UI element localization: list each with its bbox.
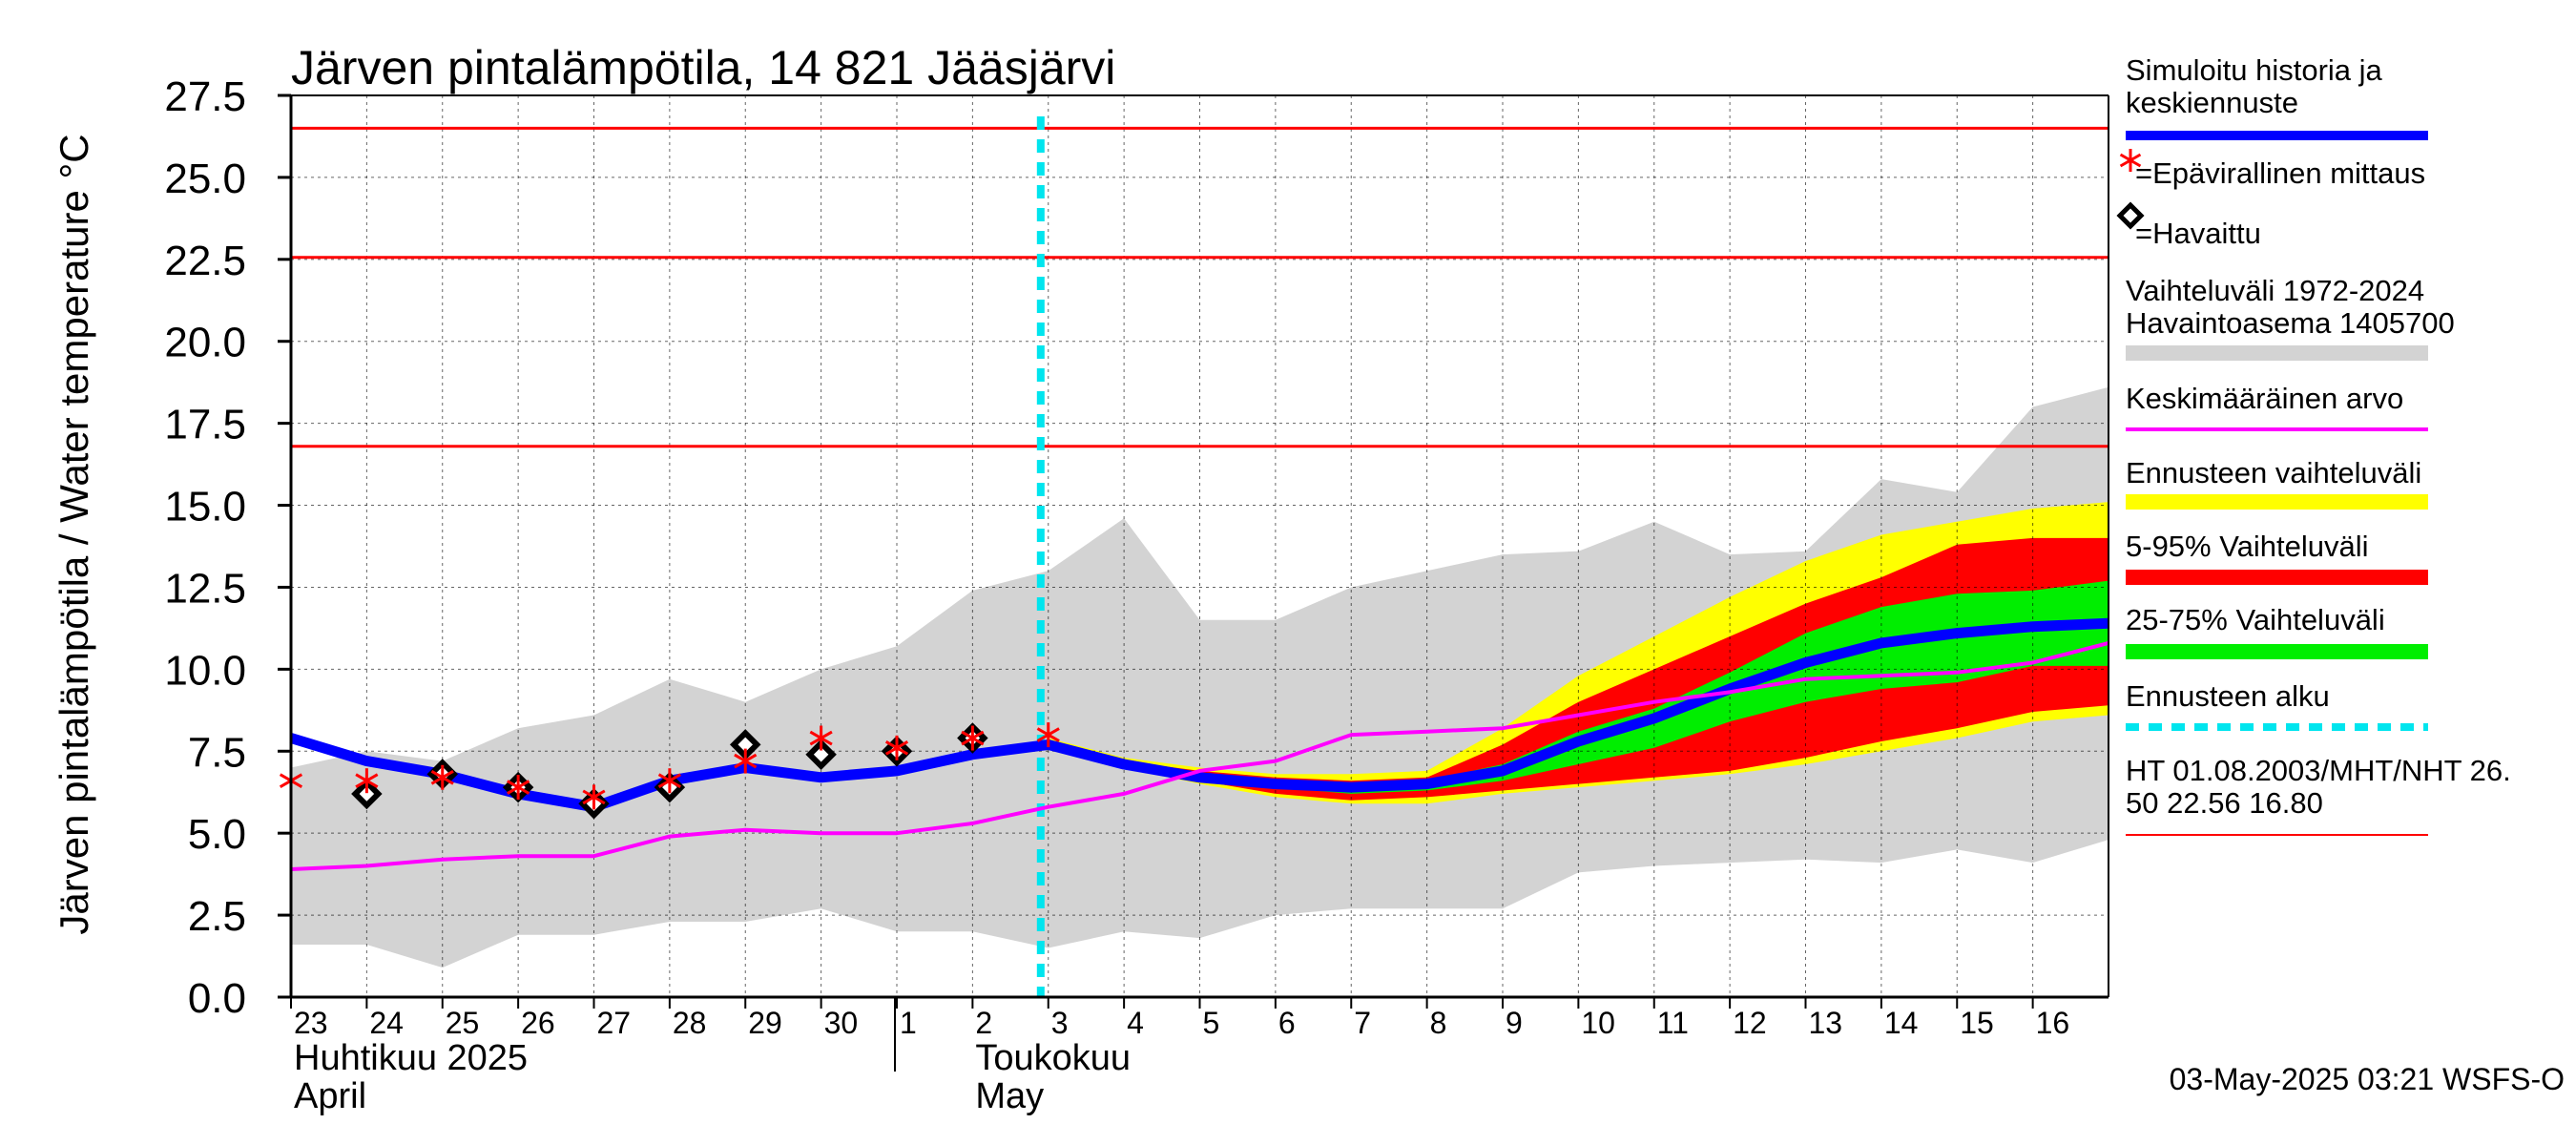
x-tick-label: 13	[1809, 1006, 1843, 1040]
legend-label-9: Ennusteen alku	[2126, 679, 2330, 713]
y-tick-label: 0.0	[188, 975, 246, 1022]
x-tick-label: 14	[1884, 1006, 1919, 1040]
chart-title: Järven pintalämpötila, 14 821 Jääsjärvi	[291, 41, 1115, 94]
x-tick-label: 30	[824, 1006, 859, 1040]
band-25-75	[1048, 580, 2109, 794]
star-stroke	[430, 769, 454, 785]
legend-label-6: Ennusteen vaihteluväli	[2126, 456, 2421, 489]
month-label-2: Toukokuu	[975, 1038, 1131, 1078]
y-axis: 0.0 2.5 5.0 7.5 10.0 12.5 15.0 17.5 20.0 22.5 25.0…	[164, 73, 291, 1022]
unofficial-marker	[657, 768, 681, 794]
unofficial-marker	[809, 725, 833, 751]
y-tick-label: 15.0	[164, 484, 246, 531]
y-tick-label: 27.5	[164, 73, 246, 120]
legend-label-10: 50 22.56 16.80	[2126, 786, 2323, 820]
x-axis: 23 24 25 26 27 28 29 30 1 2 3 4 5 6 7 8 9 10 11 12 13 14 15 16H…	[290, 997, 2070, 1116]
x-tick-label: 16	[2036, 1006, 2070, 1040]
y-tick-label: 22.5	[164, 238, 246, 284]
month-label-1: Huhtikuu 2025	[294, 1038, 528, 1078]
footer-timestamp: 03-May-2025 03:21 WSFS-O	[2170, 1062, 2565, 1096]
legend-swatch-2	[2119, 149, 2142, 172]
legend-label-4: Havaintoasema 1405700	[2126, 306, 2455, 340]
legend-label-2: =Epävirallinen mittaus	[2135, 156, 2425, 190]
legend-label-7: 5-95% Vaihteluväli	[2126, 530, 2368, 563]
y-tick-label: 20.0	[164, 320, 246, 366]
star-stroke	[2119, 153, 2142, 168]
x-tick-label: 8	[1430, 1006, 1447, 1040]
mean-value-line	[290, 640, 2109, 871]
star-stroke	[657, 773, 681, 789]
legend-label-8: 25-75% Vaihteluväli	[2126, 603, 2385, 636]
legend-swatch-7	[2126, 570, 2428, 585]
y-axis-label: Järven pintalämpötila / Water temperatur…	[52, 134, 96, 934]
legend-swatch-3	[2116, 201, 2145, 230]
x-tick-label: 27	[597, 1006, 632, 1040]
observed-marker	[351, 778, 383, 810]
x-tick-label: 10	[1581, 1006, 1615, 1040]
x-tick-label: 1	[900, 1006, 917, 1040]
star-stroke	[1036, 727, 1060, 742]
y-tick-label: 10.0	[164, 647, 246, 694]
x-tick-label: 25	[446, 1006, 480, 1040]
markers	[279, 722, 1060, 820]
star-stroke	[355, 773, 379, 789]
legend-swatch-4	[2126, 345, 2428, 361]
x-tick-label: 2	[975, 1006, 992, 1040]
y-tick-label: 25.0	[164, 156, 246, 202]
unofficial-marker	[884, 735, 909, 760]
x-tick-label: 24	[369, 1006, 404, 1040]
x-tick-label: 29	[748, 1006, 782, 1040]
star-stroke	[961, 730, 985, 746]
unofficial-marker	[734, 748, 758, 774]
y-tick-label: 7.5	[188, 729, 246, 776]
legend-label-4: Vaihteluväli 1972-2024	[2126, 274, 2424, 307]
star-stroke	[734, 753, 758, 769]
star-stroke	[582, 789, 606, 805]
x-tick-label: 28	[673, 1006, 707, 1040]
x-tick-label: 15	[1960, 1006, 1994, 1040]
x-tick-label: 4	[1127, 1006, 1144, 1040]
x-tick-label: 23	[294, 1006, 328, 1040]
band-5-95	[1048, 537, 2109, 801]
legend-label-1: keskiennuste	[2126, 86, 2298, 119]
legend-label-10: HT 01.08.2003/MHT/NHT 26.	[2126, 754, 2511, 787]
unofficial-marker	[355, 768, 379, 794]
unofficial-marker	[582, 784, 606, 810]
observed-marker	[805, 739, 837, 770]
star-stroke	[884, 740, 909, 756]
legend-swatch-6	[2126, 494, 2428, 510]
unofficial-marker	[507, 775, 530, 801]
month-label-en-1: April	[294, 1076, 366, 1116]
legend-label-3: =Havaittu	[2135, 217, 2261, 250]
x-tick-label: 3	[1051, 1006, 1069, 1040]
x-tick-label: 5	[1203, 1006, 1220, 1040]
unofficial-marker	[961, 725, 985, 751]
star-stroke	[507, 780, 530, 795]
star-stroke	[809, 730, 833, 746]
legend-swatch-8	[2126, 644, 2428, 659]
unofficial-marker	[1036, 722, 1060, 748]
y-tick-label: 12.5	[164, 565, 246, 612]
legend-label-5: Keskimääräinen arvo	[2126, 382, 2403, 415]
unofficial-marker	[430, 764, 454, 790]
x-tick-label: 6	[1278, 1006, 1296, 1040]
y-tick-label: 17.5	[164, 402, 246, 448]
x-tick-label: 26	[521, 1006, 555, 1040]
x-tick-label: 11	[1657, 1006, 1689, 1040]
x-tick-label: 9	[1506, 1006, 1523, 1040]
x-tick-label: 12	[1733, 1006, 1767, 1040]
month-label-en-2: May	[975, 1076, 1044, 1116]
x-tick-label: 7	[1354, 1006, 1371, 1040]
reference-lines	[291, 126, 2109, 448]
y-tick-label: 5.0	[188, 811, 246, 858]
legend-label-1: Simuloitu historia ja	[2126, 53, 2383, 87]
y-tick-label: 2.5	[188, 893, 246, 940]
